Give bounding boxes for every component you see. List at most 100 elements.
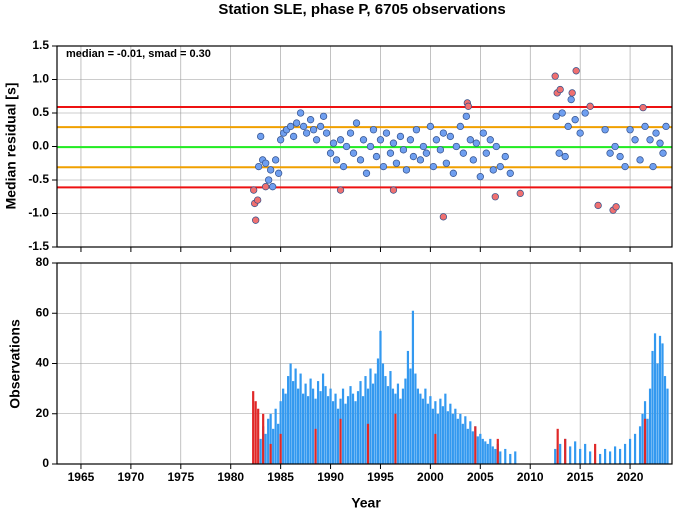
point <box>426 122 435 131</box>
bar <box>376 358 380 464</box>
point <box>552 112 560 120</box>
bar <box>496 438 499 464</box>
point <box>656 139 664 147</box>
point <box>296 109 305 117</box>
point <box>254 196 262 204</box>
bar <box>344 403 347 464</box>
point <box>389 186 398 194</box>
point <box>316 122 325 131</box>
point <box>262 159 270 167</box>
point <box>306 116 315 124</box>
bar <box>334 393 337 464</box>
bar <box>429 396 432 464</box>
bar <box>416 388 420 464</box>
point <box>274 169 283 177</box>
point <box>339 162 348 171</box>
point <box>439 213 448 221</box>
y-tick-label: -1.5 <box>28 239 49 253</box>
point <box>372 152 381 161</box>
bar <box>579 448 582 464</box>
bar <box>466 428 469 464</box>
point <box>369 126 378 134</box>
bar <box>349 386 352 464</box>
point <box>576 129 584 137</box>
bar <box>641 413 644 464</box>
point <box>586 102 594 110</box>
bar <box>556 428 559 464</box>
annotation: median = -0.01, smad = 0.30 <box>66 48 211 60</box>
point <box>389 139 398 147</box>
point <box>555 149 563 157</box>
point <box>436 146 445 154</box>
bar <box>252 391 255 464</box>
point <box>446 132 455 141</box>
bar <box>623 443 627 464</box>
point <box>662 122 670 131</box>
bar <box>391 388 395 464</box>
bar <box>456 418 459 464</box>
bar <box>339 418 342 464</box>
point <box>262 183 270 191</box>
point <box>581 109 589 117</box>
point <box>332 156 341 164</box>
point <box>292 119 301 127</box>
bar <box>484 441 487 464</box>
bar <box>609 451 612 464</box>
bar <box>559 443 562 464</box>
point <box>442 159 451 167</box>
point <box>456 122 464 131</box>
bar <box>599 453 602 464</box>
point <box>322 129 331 137</box>
point <box>449 169 458 177</box>
plot-frame <box>56 262 673 465</box>
x-tick-label: 2015 <box>567 470 594 484</box>
point <box>289 132 298 141</box>
point <box>402 166 411 174</box>
bar <box>589 451 592 464</box>
bar <box>319 391 322 464</box>
bar <box>436 413 439 464</box>
bar <box>474 426 477 464</box>
point <box>564 122 572 131</box>
y-tick-label: 0.5 <box>32 105 49 119</box>
bar <box>254 401 257 464</box>
bar <box>359 381 362 464</box>
bar <box>301 393 305 464</box>
bar <box>414 373 417 464</box>
bar <box>326 396 330 464</box>
bar <box>269 413 272 464</box>
y-tick-label: 80 <box>36 255 50 269</box>
bar <box>646 418 649 464</box>
bar <box>374 373 377 464</box>
point <box>466 136 474 144</box>
point <box>409 152 418 161</box>
x-tick-label: 2010 <box>517 470 544 484</box>
point <box>641 122 649 131</box>
bar <box>663 376 667 464</box>
point <box>268 183 277 191</box>
bar <box>651 350 654 464</box>
bar <box>257 408 260 464</box>
bar <box>274 408 277 464</box>
point <box>349 149 358 157</box>
bar <box>297 388 300 464</box>
point <box>561 152 569 161</box>
point <box>412 126 421 134</box>
x-tick-label: 1970 <box>118 470 145 484</box>
x-tick-label: 2020 <box>617 470 644 484</box>
bar <box>509 453 512 464</box>
point <box>359 136 368 144</box>
bar <box>424 388 427 464</box>
point <box>556 85 564 94</box>
point <box>252 216 260 224</box>
point <box>286 122 295 131</box>
point <box>558 109 566 117</box>
bar <box>336 408 340 464</box>
bar <box>331 401 335 464</box>
point <box>336 136 345 144</box>
point <box>611 142 619 151</box>
y-tick-label: 0 <box>42 456 49 470</box>
bar <box>409 368 412 464</box>
point <box>312 136 321 144</box>
